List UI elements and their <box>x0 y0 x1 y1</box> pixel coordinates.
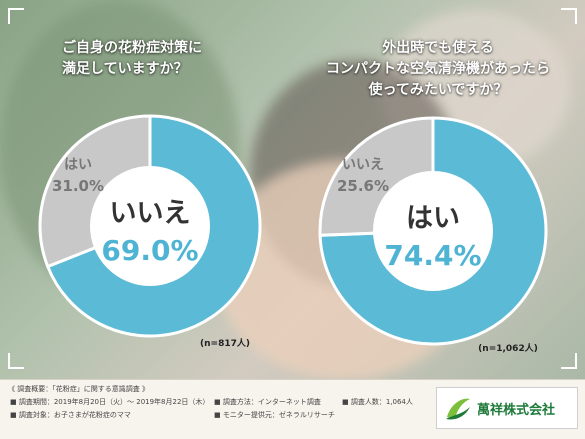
pie-2-n-label: (n=1,062人) <box>478 342 538 354</box>
frame-corner-top-left <box>8 8 24 24</box>
company-logo: 萬祥株式会社 <box>436 387 578 429</box>
question-2-line-1: 外出時でも使える <box>382 40 494 56</box>
survey-provider: ■ モニター提供元：ゼネラルリサーチ <box>214 411 335 419</box>
survey-target: ■ 調査対象：お子さまが花粉症のママ <box>10 411 131 419</box>
pie-2-center <box>373 171 493 291</box>
question-1-line-2: 満足していますか？ <box>62 61 188 77</box>
pie-1-major-value: 69.0% <box>101 234 198 267</box>
survey-count: ■ 調査人数：1,064人 <box>342 398 413 406</box>
question-1: ご自身の花粉症対策に 満足していますか？ <box>62 38 242 80</box>
pie-2-minor-value: 25.6% <box>337 177 389 195</box>
pie-1-center <box>90 166 210 286</box>
pie-2-major-label: はい <box>406 203 460 234</box>
frame-corner-bottom-right <box>561 353 577 369</box>
question-2-line-2: コンパクトな空気清浄機があったら <box>326 61 550 77</box>
pie-charts: いいえ 69.0% はい 31.0% (n=817人) はい 74.4% いいえ 25.6% (n… <box>38 114 548 354</box>
pie-1-minor-value: 31.0% <box>52 177 104 195</box>
company-name: 萬祥株式会社 <box>477 403 556 418</box>
leaf-swoosh-icon <box>446 398 470 420</box>
frame-corner-top-right <box>561 8 577 24</box>
survey-period: ■ 調査期間：2019年8月20日（火）～ 2019年8月22日（木） <box>10 398 210 406</box>
pie-1-minor-label: はい <box>64 157 92 173</box>
frame-corner-bottom-left <box>8 353 24 369</box>
pie-1-major-label: いいえ <box>110 198 191 229</box>
pie-2-minor-label: いいえ <box>342 157 384 173</box>
pie-2-major-value: 74.4% <box>384 239 481 272</box>
survey-method: ■ 調査方法：インターネット調査 <box>214 398 321 406</box>
question-2: 外出時でも使える コンパクトな空気清浄機があったら 使ってみたいですか？ <box>298 38 578 101</box>
question-2-line-3: 使ってみたいですか？ <box>368 82 508 98</box>
corner-frame <box>8 8 577 369</box>
pie-1-n-label: (n=817人) <box>200 337 250 349</box>
survey-heading: 《 調査概要：「花粉症」に関する意識調査 》 <box>8 385 149 393</box>
question-1-line-1: ご自身の花粉症対策に <box>62 40 202 56</box>
